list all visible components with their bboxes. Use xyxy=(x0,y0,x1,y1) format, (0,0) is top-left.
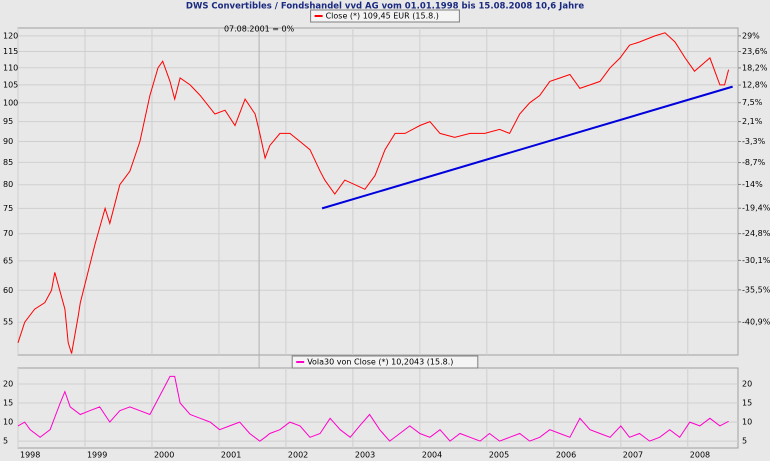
y-tick-label: 75 xyxy=(3,204,13,213)
y-tick-label: 15 xyxy=(3,399,13,408)
plot-area xyxy=(17,367,739,449)
x-tick-label: 2007 xyxy=(623,451,643,460)
y2-tick-label: 7,5% xyxy=(742,98,763,107)
y-tick-label-right: 5 xyxy=(742,437,747,446)
series-line xyxy=(17,375,729,442)
y-tick-label: 60 xyxy=(3,286,13,295)
y2-tick-label: 18,2% xyxy=(742,63,768,72)
chart-title: DWS Convertibles / Fondshandel vvd AG vo… xyxy=(186,2,584,12)
y-tick-label: 110 xyxy=(3,63,18,72)
x-tick-label: 2001 xyxy=(221,451,241,460)
y-tick-label: 5 xyxy=(3,437,8,446)
y2-tick-label: 12,8% xyxy=(742,81,768,90)
legend-label: Vola30 von Close (*) 10,2043 (15.8.) xyxy=(307,358,453,367)
x-tick-label: 2005 xyxy=(489,451,509,460)
y2-tick-label: -3,3% xyxy=(742,137,766,146)
x-tick-label: 2004 xyxy=(422,451,442,460)
annotation: 07.08.2001 = 0% xyxy=(224,25,295,34)
x-tick-label: 2008 xyxy=(690,451,710,460)
y-tick-label: 90 xyxy=(3,137,13,146)
y-tick-label: 70 xyxy=(3,229,13,238)
y-tick-label: 10 xyxy=(3,418,13,427)
y-tick-label: 80 xyxy=(3,180,13,189)
y2-tick-label: 2,1% xyxy=(742,117,763,126)
y2-tick-label: -8,7% xyxy=(742,158,766,167)
y-tick-label: 115 xyxy=(3,47,18,56)
y2-tick-label: -35,5% xyxy=(742,285,770,294)
legend-box xyxy=(291,355,479,369)
y-tick-label: 85 xyxy=(3,158,13,167)
x-tick-label: 2003 xyxy=(355,451,375,460)
y2-tick-label: -19,4% xyxy=(742,204,770,213)
legend-label: Close (*) 109,45 EUR (15.8.) xyxy=(326,12,439,21)
y-tick-label-right: 10 xyxy=(742,418,752,427)
y-tick-label: 95 xyxy=(3,117,13,126)
y-tick-label-right: 20 xyxy=(742,380,752,389)
trendline xyxy=(321,85,733,210)
y2-tick-label: -30,1% xyxy=(742,256,770,265)
y2-tick-label: -14% xyxy=(742,180,763,189)
y2-tick-label: -24,8% xyxy=(742,229,770,238)
x-tick-label: 1999 xyxy=(87,451,107,460)
y-tick-label: 55 xyxy=(3,318,13,327)
x-tick-label: 2006 xyxy=(556,451,576,460)
y-tick-label: 20 xyxy=(3,380,13,389)
y-tick-label: 100 xyxy=(3,98,18,107)
x-tick-label: 2002 xyxy=(288,451,308,460)
y-tick-label: 65 xyxy=(3,256,13,265)
y2-tick-label: 29% xyxy=(742,31,760,40)
y-tick-label-right: 15 xyxy=(742,399,752,408)
y-tick-label: 120 xyxy=(3,31,18,40)
y-tick-label: 105 xyxy=(3,80,18,89)
y2-tick-label: 23,6% xyxy=(742,47,768,56)
series-line xyxy=(17,32,730,354)
y2-tick-label: -40,9% xyxy=(742,317,770,326)
legend-box xyxy=(310,9,460,23)
x-tick-label: 2000 xyxy=(154,451,174,460)
x-tick-label: 1998 xyxy=(20,451,40,460)
